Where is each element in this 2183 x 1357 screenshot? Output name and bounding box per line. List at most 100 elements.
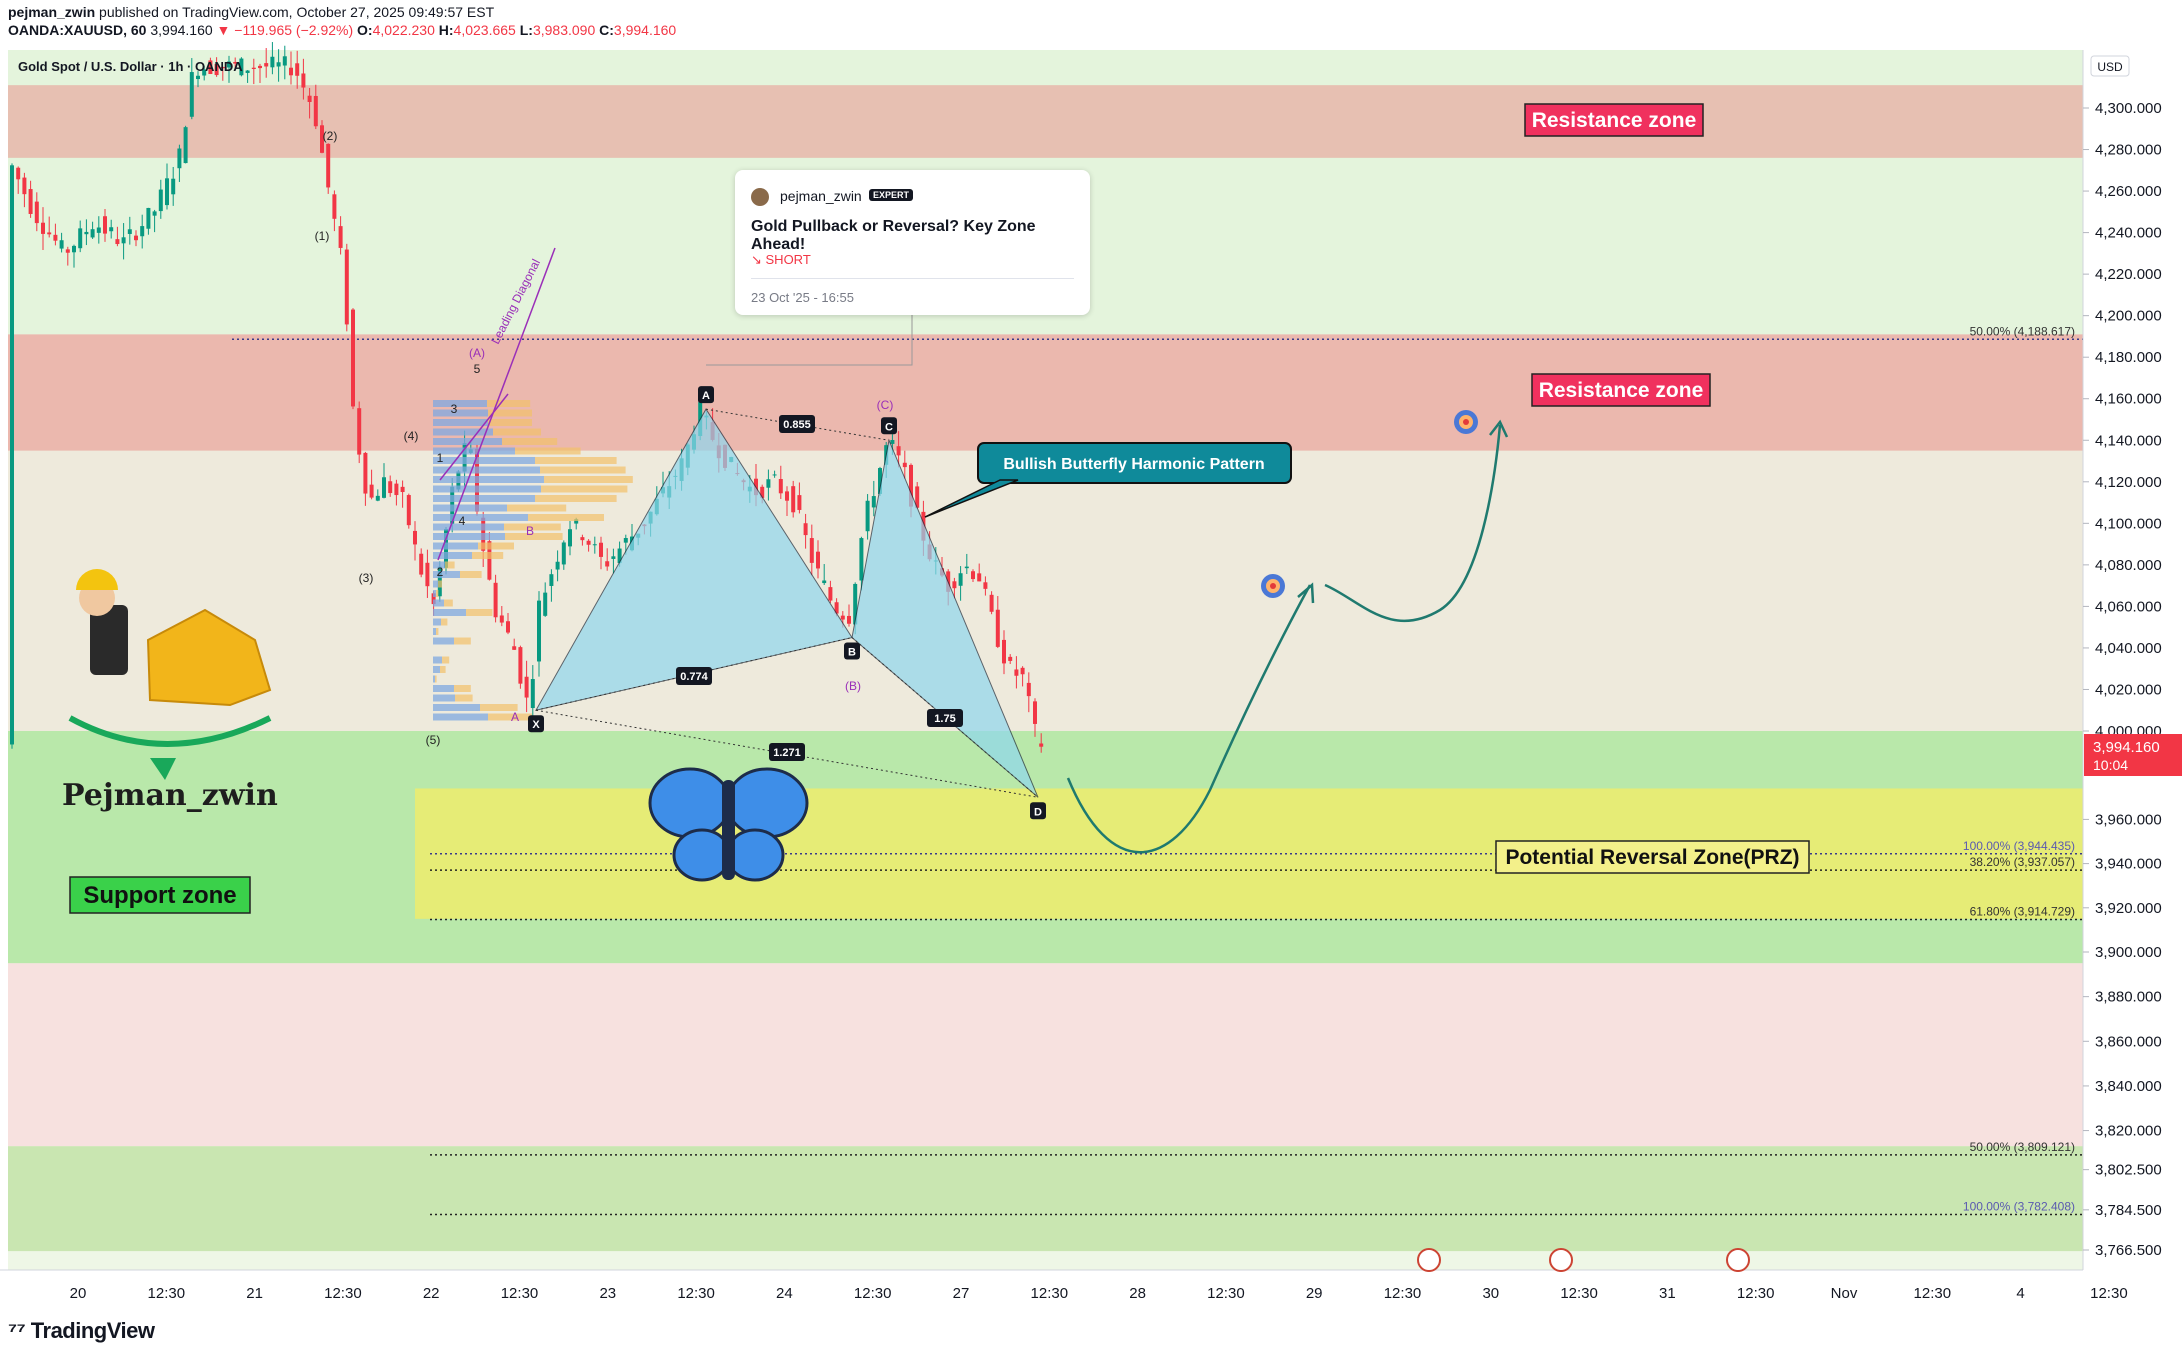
- x-tick-label: 12:30: [1031, 1285, 1069, 1302]
- author-name[interactable]: pejman_zwin: [8, 4, 96, 20]
- y-tick-label: 4,180.000: [2095, 349, 2162, 366]
- candle-body: [196, 75, 200, 80]
- candle-body: [394, 483, 399, 496]
- y-tick-label: 3,920.000: [2095, 900, 2162, 917]
- volume-profile-bar: [480, 704, 518, 711]
- publish-line: pejman_zwin published on TradingView.com…: [8, 4, 494, 20]
- high-value: 4,023.665: [453, 22, 516, 38]
- leading-diagonal-line: [437, 247, 556, 561]
- x-tick-label: 30: [1482, 1285, 1499, 1302]
- x-tick-label: 29: [1306, 1285, 1323, 1302]
- volume-profile-bar: [454, 685, 471, 692]
- volume-profile-bar: [433, 542, 478, 550]
- candle-body: [388, 481, 393, 494]
- x-tick-label: 23: [599, 1285, 616, 1302]
- candle-body: [338, 226, 343, 248]
- currency-label: USD: [2097, 60, 2123, 74]
- low-value: 3,983.090: [532, 22, 596, 38]
- y-tick-label: 4,300.000: [2095, 100, 2162, 117]
- volume-profile-bar: [493, 428, 541, 436]
- volume-profile-bar: [433, 675, 435, 683]
- volume-profile-bar: [433, 523, 504, 531]
- ratio-label: 1.271: [773, 747, 801, 759]
- candle-body: [555, 561, 560, 570]
- candle-body: [1014, 669, 1019, 676]
- candle-body: [915, 486, 920, 508]
- wave-label: (1): [315, 229, 330, 243]
- volume-profile-bar: [507, 504, 567, 512]
- wave-label: 4: [459, 514, 466, 528]
- volume-profile-bar: [433, 409, 488, 417]
- x-tick-label: 12:30: [677, 1285, 715, 1302]
- currency-box[interactable]: [2090, 55, 2130, 77]
- us-event-flag-icon[interactable]: [1549, 1248, 1573, 1272]
- idea-card[interactable]: pejman_zwin EXPERT Gold Pullback or Reve…: [735, 170, 1090, 315]
- candle-body: [853, 583, 858, 625]
- harmonic-point-label: C: [885, 421, 893, 433]
- y-tick-label: 4,260.000: [2095, 183, 2162, 200]
- volume-profile-bar: [433, 637, 454, 645]
- us-event-flag-icon[interactable]: [1417, 1248, 1441, 1272]
- card-title[interactable]: Gold Pullback or Reversal? Key Zone Ahea…: [751, 218, 1036, 253]
- volume-profile-bar: [435, 675, 437, 683]
- close-label: C:: [599, 22, 614, 38]
- close-value: 3,994.160: [613, 22, 677, 38]
- candle-body: [785, 491, 789, 501]
- volume-profile-bar: [540, 466, 626, 474]
- arrowhead-icon: [1489, 419, 1509, 438]
- candle-body: [952, 581, 957, 589]
- us-event-flag-icon[interactable]: [1726, 1248, 1750, 1272]
- candle-body: [487, 541, 492, 580]
- volume-profile-bar: [433, 438, 502, 445]
- y-tick-label: 3,820.000: [2095, 1123, 2162, 1140]
- candle-body: [797, 495, 802, 510]
- volume-profile-bar: [433, 656, 442, 664]
- volume-profile-bar: [488, 713, 532, 721]
- volume-profile-bar: [433, 552, 472, 559]
- volume-profile-bar: [433, 447, 515, 455]
- candle-body: [791, 486, 796, 513]
- arrowhead-icon: [1297, 582, 1315, 604]
- symbol: OANDA:XAUUSD, 60: [8, 22, 147, 38]
- gold-nugget-icon: [146, 608, 272, 707]
- card-divider: [751, 278, 1074, 279]
- candle-body: [264, 63, 269, 67]
- harmonic-ratio-line: [851, 637, 1039, 798]
- volume-profile-bar: [433, 428, 493, 436]
- wave-label: (2): [323, 129, 338, 143]
- volume-profile-bar: [433, 419, 488, 426]
- harmonic-ratio-line: [705, 408, 890, 441]
- volume-profile-bar: [445, 561, 455, 569]
- volume-profile-bar: [544, 476, 633, 483]
- candle-body: [425, 562, 430, 587]
- y-tick-label: 4,160.000: [2095, 391, 2162, 408]
- volume-profile-bar: [505, 533, 563, 540]
- candle-body: [878, 468, 882, 494]
- volume-profile-bar: [528, 514, 604, 521]
- y-tick-label: 3,784.500: [2095, 1202, 2162, 1219]
- fib-label: 38.20% (3,937.057): [1970, 855, 2075, 869]
- logo-swoosh-icon: [68, 715, 272, 747]
- volume-profile-bar: [488, 419, 532, 426]
- volume-profile-bar: [438, 580, 442, 588]
- card-author[interactable]: pejman_zwin: [780, 188, 862, 204]
- y-tick-label: 3,802.500: [2095, 1162, 2162, 1179]
- tradingview-logo[interactable]: ⁷⁷ TradingView: [8, 1318, 155, 1344]
- candle-body: [617, 548, 622, 564]
- ohlc-line: OANDA:XAUUSD, 60 3,994.160 ▼ −119.965 (−…: [8, 22, 676, 38]
- y-tick-label: 4,100.000: [2095, 515, 2162, 532]
- volume-profile-bar: [433, 580, 438, 588]
- x-tick-label: 12:30: [148, 1285, 186, 1302]
- wave-label: 5: [474, 362, 481, 376]
- volume-profile-bar: [433, 571, 460, 578]
- candle-body: [158, 189, 163, 212]
- time-axis[interactable]: [0, 1270, 2183, 1310]
- price-axis[interactable]: [2083, 50, 2183, 1270]
- candle-body: [561, 542, 566, 565]
- candle-body: [859, 538, 864, 581]
- volume-profile-bar: [472, 552, 504, 559]
- candle-body: [59, 240, 64, 249]
- candle-body: [357, 408, 362, 455]
